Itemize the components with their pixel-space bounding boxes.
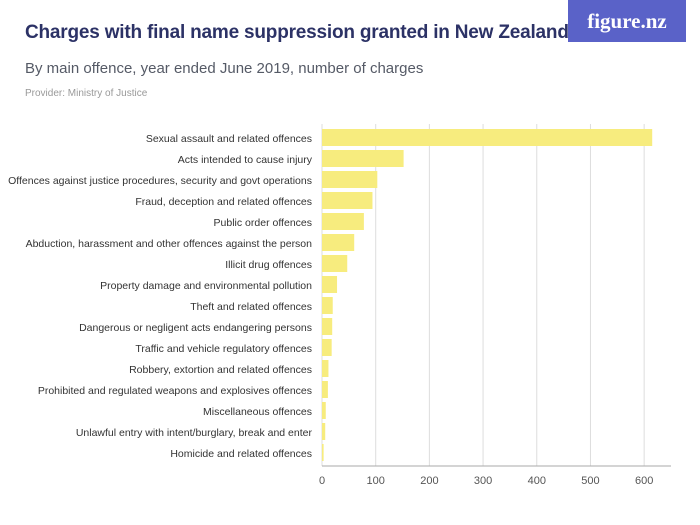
x-tick-label: 500 xyxy=(581,475,599,487)
category-label: Acts intended to cause injury xyxy=(178,154,313,166)
x-tick-label: 600 xyxy=(635,475,653,487)
provider-note: Provider: Ministry of Justice xyxy=(25,88,148,99)
bar[interactable] xyxy=(322,381,328,398)
x-tick-label: 0 xyxy=(319,475,325,487)
category-label: Miscellaneous offences xyxy=(203,406,312,418)
bar[interactable] xyxy=(322,171,378,188)
bar[interactable] xyxy=(322,423,326,440)
x-tick-label: 100 xyxy=(367,475,385,487)
bar[interactable] xyxy=(322,150,404,167)
bar[interactable] xyxy=(322,297,333,314)
bar[interactable] xyxy=(322,213,364,230)
figure-nz-logo[interactable]: figure.nz xyxy=(568,0,686,42)
bar[interactable] xyxy=(322,444,324,461)
bar[interactable] xyxy=(322,276,338,293)
bar[interactable] xyxy=(322,192,373,209)
bar[interactable] xyxy=(322,318,333,335)
bar[interactable] xyxy=(322,129,653,146)
x-tick-label: 200 xyxy=(420,475,438,487)
category-label: Offences against justice procedures, sec… xyxy=(8,175,312,187)
bar[interactable] xyxy=(322,234,355,251)
category-label-layer: Sexual assault and related offences Acts … xyxy=(8,133,313,460)
category-label: Fraud, deception and related offences xyxy=(135,196,312,208)
category-label: Robbery, extortion and related offences xyxy=(129,364,312,376)
chart-title: Charges with final name suppression gran… xyxy=(25,22,569,43)
category-label: Property damage and environmental pollut… xyxy=(100,280,312,292)
x-tick-label: 400 xyxy=(528,475,546,487)
category-label: Dangerous or negligent acts endangering … xyxy=(79,322,312,334)
category-label: Traffic and vehicle regulatory offences xyxy=(135,343,312,355)
category-label: Abduction, harassment and other offences… xyxy=(26,238,313,250)
bar[interactable] xyxy=(322,402,326,419)
bar[interactable] xyxy=(322,255,348,272)
category-label: Theft and related offences xyxy=(190,301,312,313)
chart-subtitle: By main offence, year ended June 2019, n… xyxy=(25,60,424,77)
category-label: Unlawful entry with intent/burglary, bre… xyxy=(76,427,313,439)
category-label: Sexual assault and related offences xyxy=(146,133,312,145)
category-label: Public order offences xyxy=(214,217,312,229)
bar-layer xyxy=(322,129,653,461)
bar[interactable] xyxy=(322,360,329,377)
x-tick-label: 300 xyxy=(474,475,492,487)
category-label: Homicide and related offences xyxy=(170,448,312,460)
bar[interactable] xyxy=(322,339,332,356)
category-label: Prohibited and regulated weapons and exp… xyxy=(38,385,312,397)
category-label: Illicit drug offences xyxy=(225,259,312,271)
x-tick-layer: 0 100 200 300 400 500 600 xyxy=(319,475,653,487)
